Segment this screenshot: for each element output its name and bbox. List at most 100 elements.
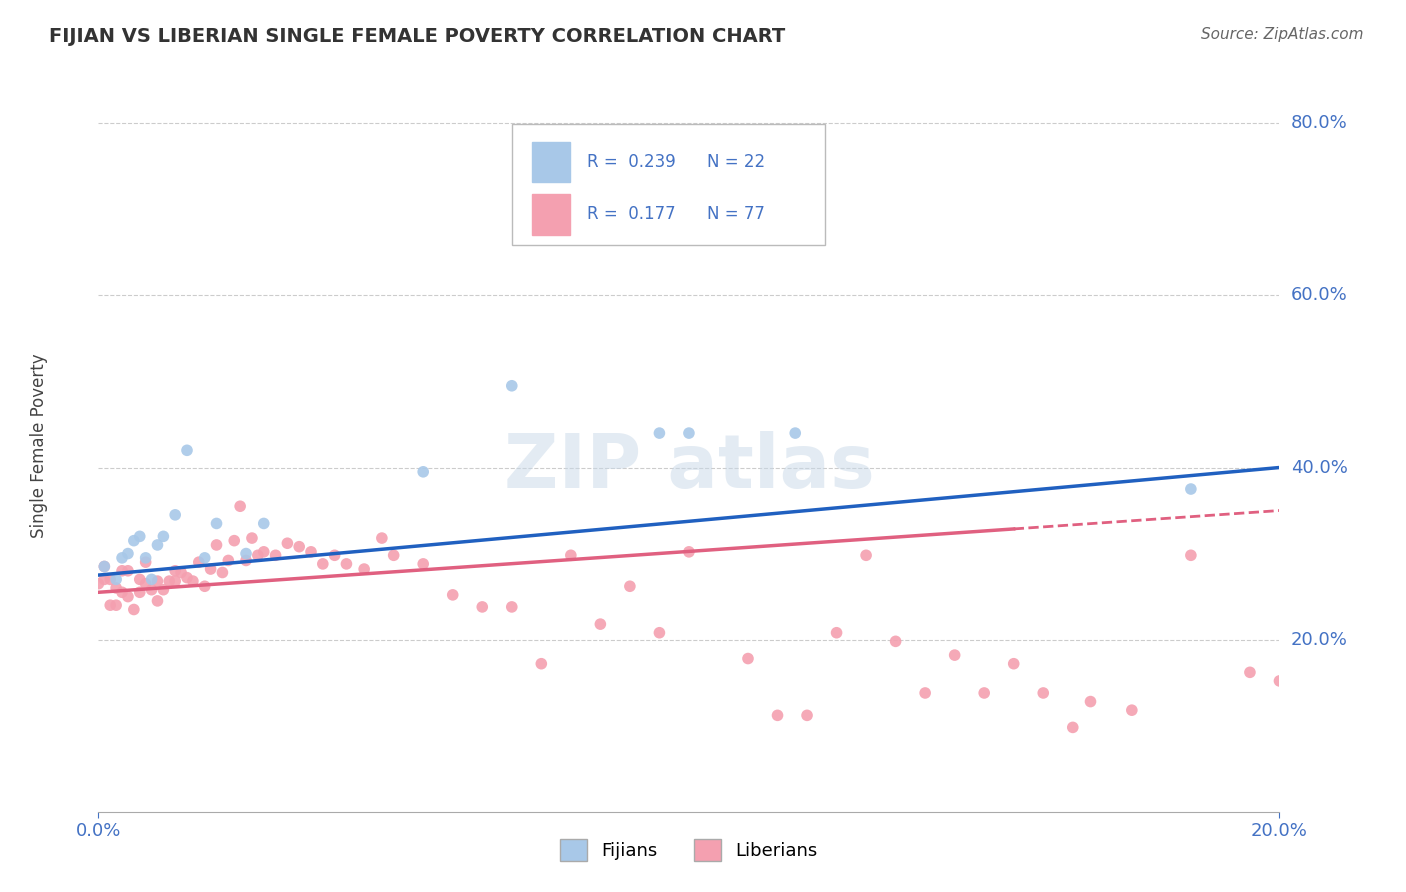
Point (323, 549, 346, 563)
Point (170, 566, 193, 580)
Bar (531, 142, 569, 182)
Point (353, 562, 375, 576)
Text: 60.0%: 60.0% (1291, 286, 1347, 304)
Text: R =  0.239: R = 0.239 (588, 153, 676, 171)
Point (412, 465, 434, 479)
Text: N = 22: N = 22 (707, 153, 765, 171)
Point (589, 617, 612, 632)
Point (111, 585, 134, 599)
Point (93, 559, 115, 574)
Point (253, 516, 276, 531)
Point (1032, 686, 1054, 700)
Point (146, 594, 169, 608)
Point (93, 559, 115, 574)
Point (111, 564, 134, 578)
Point (135, 550, 157, 565)
Point (93, 573, 115, 587)
Point (224, 533, 246, 548)
Point (914, 686, 936, 700)
Point (1002, 657, 1025, 671)
Point (205, 538, 228, 552)
Point (128, 529, 150, 543)
Point (152, 529, 174, 543)
Point (165, 508, 187, 522)
Point (530, 657, 553, 671)
Point (796, 708, 818, 723)
Legend: Fijians, Liberians: Fijians, Liberians (553, 832, 825, 869)
Point (240, 531, 263, 545)
Point (135, 555, 157, 569)
Text: ZIP atlas: ZIP atlas (503, 432, 875, 505)
Point (122, 533, 145, 548)
Point (1180, 482, 1202, 496)
Text: 20.0%: 20.0% (1291, 631, 1347, 648)
Point (825, 625, 848, 640)
Point (211, 566, 233, 580)
Point (117, 590, 139, 604)
Point (412, 557, 434, 571)
Point (200, 562, 222, 576)
Point (299, 545, 322, 559)
Point (235, 553, 257, 567)
Point (648, 426, 671, 441)
Point (382, 549, 405, 563)
Point (1062, 720, 1084, 734)
Point (135, 576, 157, 591)
Text: 40.0%: 40.0% (1291, 458, 1347, 476)
Point (105, 581, 128, 595)
FancyBboxPatch shape (512, 124, 825, 244)
Point (501, 599, 523, 614)
Point (146, 574, 169, 588)
Text: Single Female Poverty: Single Female Poverty (31, 354, 48, 538)
Point (176, 571, 198, 585)
Point (165, 564, 187, 578)
Point (1121, 703, 1143, 717)
Point (560, 549, 582, 563)
Point (141, 573, 163, 587)
Point (973, 686, 995, 700)
Point (117, 564, 139, 578)
Point (1180, 549, 1202, 563)
Text: R =  0.177: R = 0.177 (588, 205, 676, 223)
Point (217, 553, 239, 567)
Point (157, 574, 180, 588)
Text: FIJIAN VS LIBERIAN SINGLE FEMALE POVERTY CORRELATION CHART: FIJIAN VS LIBERIAN SINGLE FEMALE POVERTY… (49, 27, 786, 45)
Point (678, 545, 700, 559)
Point (194, 550, 217, 565)
Point (105, 573, 128, 587)
Point (1239, 665, 1261, 680)
Point (246, 549, 269, 563)
Point (205, 516, 228, 531)
Point (288, 540, 311, 554)
Point (1327, 503, 1350, 517)
Point (501, 378, 523, 392)
Point (312, 557, 335, 571)
Point (111, 550, 134, 565)
Point (884, 634, 907, 648)
Point (1268, 673, 1291, 688)
Point (141, 582, 163, 597)
Point (181, 574, 204, 588)
Point (471, 599, 494, 614)
Point (855, 549, 877, 563)
Text: N = 77: N = 77 (707, 205, 765, 223)
Point (335, 557, 357, 571)
Point (152, 582, 174, 597)
Point (1298, 682, 1320, 697)
Text: Source: ZipAtlas.com: Source: ZipAtlas.com (1201, 27, 1364, 42)
Point (128, 573, 150, 587)
Point (165, 574, 187, 588)
Point (648, 625, 671, 640)
Point (737, 651, 759, 665)
Point (128, 585, 150, 599)
Point (98, 573, 121, 587)
Point (1080, 695, 1102, 709)
Point (105, 598, 128, 612)
Point (766, 708, 789, 723)
Point (371, 531, 394, 545)
Point (117, 547, 139, 561)
Bar (531, 194, 569, 235)
Point (264, 549, 287, 563)
Point (235, 547, 257, 561)
Point (785, 426, 807, 441)
